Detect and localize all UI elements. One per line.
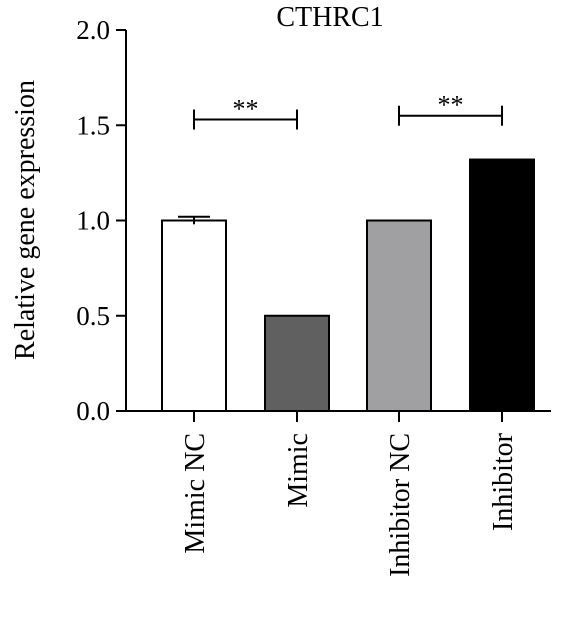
bar xyxy=(161,219,227,412)
y-tick-label: 0.5 xyxy=(76,301,110,331)
x-tick-label: Mimic xyxy=(283,433,314,508)
bar xyxy=(264,314,330,412)
significance-label: ** xyxy=(233,95,259,124)
y-tick-label: 1.0 xyxy=(76,206,110,236)
y-tick-label: 0.0 xyxy=(76,396,110,426)
bar xyxy=(469,158,535,412)
chart-marks: 0.0 0.5 1.0 1.5 2.0 Mimic NC Mimic Inhibitor NC… xyxy=(76,15,551,577)
y-axis-label: Relative gene expression xyxy=(10,80,41,360)
x-tick-label: Inhibitor NC xyxy=(385,433,416,577)
bar xyxy=(366,219,432,412)
y-tick-label: 1.5 xyxy=(76,110,110,140)
y-tick-label: 2.0 xyxy=(76,15,110,45)
significance-label: ** xyxy=(438,91,464,120)
x-tick-label: Inhibitor xyxy=(488,432,519,531)
x-tick-label: Mimic NC xyxy=(180,433,211,554)
chart-title: CTHRC1 xyxy=(276,2,383,33)
